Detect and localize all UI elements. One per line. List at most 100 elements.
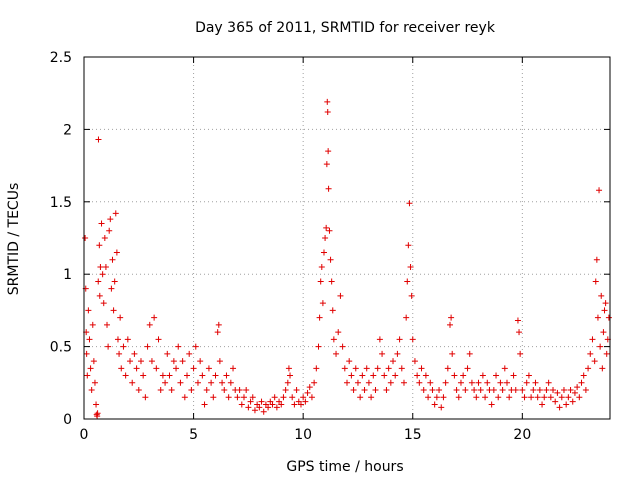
data-point [457, 379, 464, 386]
data-point [95, 136, 102, 143]
grid [84, 57, 610, 419]
data-point [543, 387, 550, 394]
data-point [120, 343, 127, 350]
data-point [510, 372, 517, 379]
data-point [471, 387, 478, 394]
data-point [599, 365, 606, 372]
plot-frame [83, 56, 611, 420]
data-point [574, 384, 581, 391]
data-point [403, 314, 410, 321]
data-point [589, 336, 596, 343]
data-point [110, 307, 117, 314]
data-point [361, 387, 368, 394]
data-point [166, 372, 173, 379]
data-point [96, 242, 103, 249]
data-point [190, 365, 197, 372]
data-point [594, 314, 601, 321]
y-tick-label: 1 [63, 267, 72, 283]
data-point [350, 387, 357, 394]
axis-tick-labels: 0 5 10 15 20 0 0.5 1 1.5 2 2.5 [50, 50, 532, 443]
data-point [84, 372, 91, 379]
data-point [280, 394, 287, 401]
y-tick-label: 2 [63, 122, 72, 138]
data-point [86, 336, 93, 343]
data-point [256, 404, 263, 411]
data-point [368, 394, 375, 401]
data-point [100, 300, 107, 307]
data-point [111, 278, 118, 285]
data-point [414, 372, 421, 379]
x-tick-label: 20 [513, 427, 531, 443]
data-point [348, 372, 355, 379]
data-point [89, 321, 96, 328]
data-point [230, 365, 237, 372]
data-point [159, 372, 166, 379]
data-point [381, 372, 388, 379]
data-point [265, 404, 272, 411]
data-point [173, 365, 180, 372]
data-point [102, 263, 109, 270]
data-point [372, 387, 379, 394]
data-point [201, 401, 208, 408]
data-point [569, 398, 576, 405]
data-point [516, 329, 523, 336]
data-point [302, 398, 309, 405]
data-point [416, 379, 423, 386]
data-point [109, 256, 116, 263]
data-point [406, 200, 413, 207]
data-point [550, 387, 557, 394]
data-point [427, 379, 434, 386]
data-point [114, 336, 121, 343]
data-point [517, 350, 524, 357]
data-point [365, 379, 372, 386]
data-point [528, 394, 535, 401]
data-point [512, 387, 519, 394]
data-point [271, 394, 278, 401]
data-point [532, 379, 539, 386]
data-point [247, 398, 254, 405]
x-tick-label: 15 [404, 427, 422, 443]
data-point [90, 358, 97, 365]
data-point [320, 249, 327, 256]
data-point [142, 394, 149, 401]
data-point [335, 329, 342, 336]
data-point [308, 394, 315, 401]
data-point [536, 387, 543, 394]
data-point [363, 365, 370, 372]
y-tick-label: 0.5 [50, 340, 72, 356]
data-point [208, 379, 215, 386]
data-point [319, 300, 326, 307]
data-point [155, 336, 162, 343]
data-point [468, 379, 475, 386]
data-point [85, 307, 92, 314]
data-point [113, 249, 120, 256]
data-point [563, 401, 570, 408]
data-point [499, 387, 506, 394]
data-point [82, 235, 89, 241]
data-point [477, 387, 484, 394]
data-point [506, 394, 513, 401]
data-point [523, 379, 530, 386]
data-point [407, 263, 414, 270]
data-point [140, 372, 147, 379]
data-point [346, 358, 353, 365]
data-point [96, 292, 103, 299]
data-point [339, 343, 346, 350]
data-point [98, 220, 105, 227]
data-point [162, 379, 169, 386]
data-point [291, 401, 298, 408]
data-point [129, 379, 136, 386]
data-point [605, 314, 612, 321]
data-point [503, 379, 510, 386]
data-point [83, 350, 90, 357]
data-point [269, 401, 276, 408]
data-point [322, 235, 329, 241]
data-point [258, 398, 265, 405]
data-point [493, 372, 500, 379]
data-point [234, 394, 241, 401]
data-point [181, 394, 188, 401]
data-point [197, 358, 204, 365]
data-point [170, 358, 177, 365]
data-point [284, 379, 291, 386]
data-point [219, 379, 226, 386]
